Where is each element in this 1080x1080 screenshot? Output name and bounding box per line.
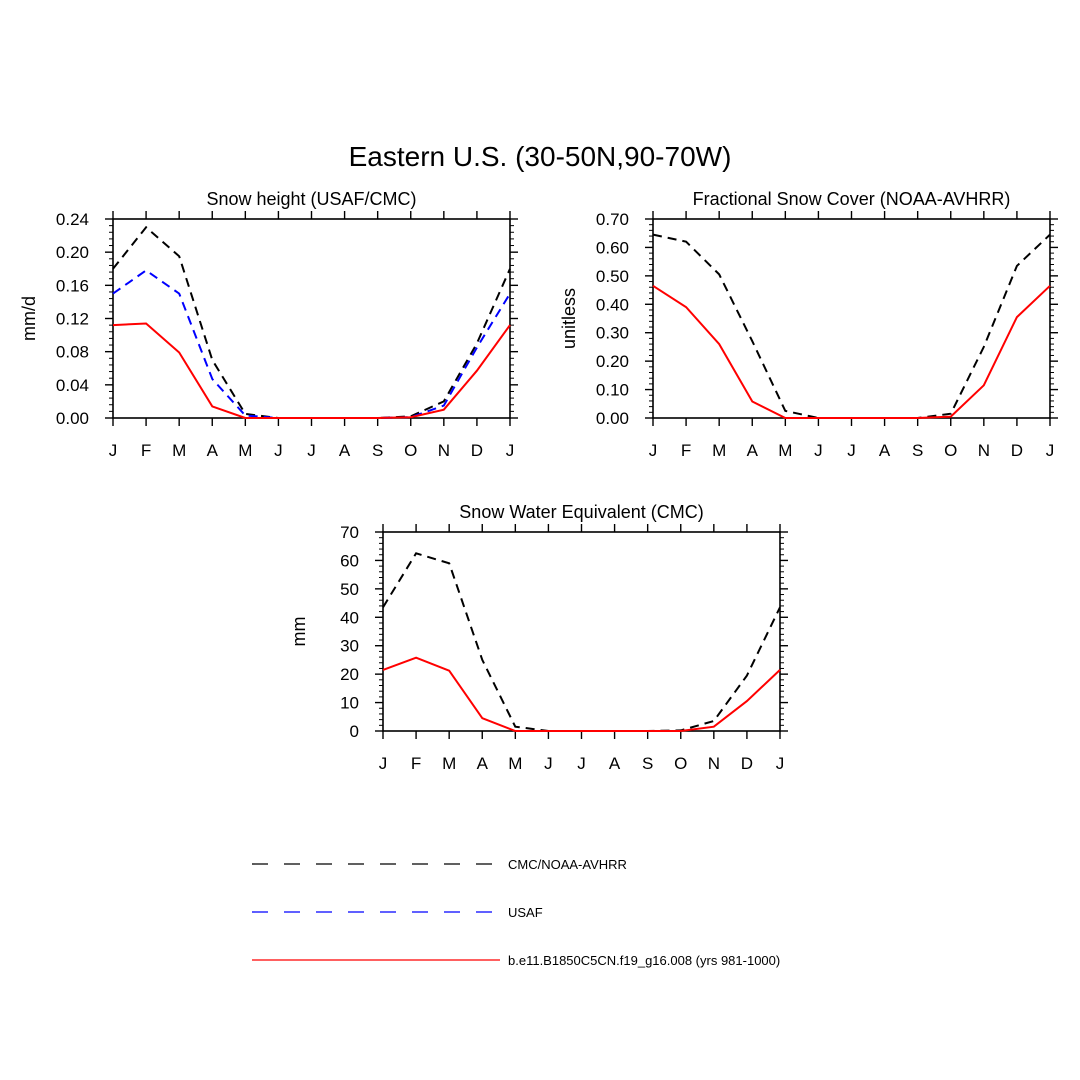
- swe-x-tick-label: J: [776, 754, 785, 773]
- snow-height-x-tick-label: J: [307, 441, 316, 460]
- legend: CMC/NOAA-AVHRR USAF b.e11.B1850C5CN.f19_…: [252, 857, 780, 968]
- snow-cover-plot-frame: [652, 218, 1051, 419]
- snow-cover-y-tick-label: 0.30: [596, 324, 629, 343]
- snow-cover-x-tick-label: S: [912, 441, 923, 460]
- swe-x-tick-label: F: [411, 754, 421, 773]
- snow-height-x-tick-label: S: [372, 441, 383, 460]
- snow-cover-x-tick-label: J: [847, 441, 856, 460]
- snow-cover-y-tick-label: 0.40: [596, 295, 629, 314]
- snow-height-y-tick-label: 0.20: [56, 243, 89, 262]
- snow-height-y-tick-label: 0.24: [56, 210, 89, 229]
- figure-title: Eastern U.S. (30-50N,90-70W): [349, 141, 732, 172]
- snow-height-y-tick-label: 0.04: [56, 376, 89, 395]
- snow-height-x-tick-label: A: [339, 441, 351, 460]
- snow-height-series-line-model: [112, 322, 511, 419]
- snow-height-x-tick-label: J: [506, 441, 515, 460]
- snow-cover-x-tick-label: J: [814, 441, 823, 460]
- snow-cover-series-line-cmc: [652, 233, 1051, 419]
- swe-x-tick-label: S: [642, 754, 653, 773]
- snow-height-x-tick-label: M: [172, 441, 186, 460]
- swe-y-tick-label: 10: [340, 694, 359, 713]
- snow-cover-x-tick-label: A: [747, 441, 759, 460]
- snow-cover-series-line-model: [652, 284, 1051, 419]
- snow-height-x-tick-label: F: [141, 441, 151, 460]
- swe-y-tick-label: 70: [340, 523, 359, 542]
- swe-x-tick-label: M: [442, 754, 456, 773]
- snow-cover-y-tick-label: 0.00: [596, 409, 629, 428]
- snow-height-y-axis-label: mm/d: [19, 296, 39, 341]
- snow-cover-y-tick-label: 0.10: [596, 381, 629, 400]
- swe-x-tick-label: M: [508, 754, 522, 773]
- snow-height-x-tick-label: J: [274, 441, 283, 460]
- snow-cover-x-tick-label: N: [978, 441, 990, 460]
- snow-cover-x-tick-label: M: [712, 441, 726, 460]
- snow-height-x-tick-label: J: [109, 441, 118, 460]
- snow-cover-y-tick-label: 0.50: [596, 267, 629, 286]
- panel-fractional-snow-cover: Fractional Snow Cover (NOAA-AVHRR)J F M A M J…: [559, 189, 1058, 460]
- swe-x-tick-label: A: [609, 754, 621, 773]
- snow-cover-x-tick-label: O: [944, 441, 957, 460]
- swe-y-tick-label: 40: [340, 608, 359, 627]
- swe-series-line-model: [382, 656, 781, 732]
- snow-height-x-tick-label: O: [404, 441, 417, 460]
- legend-label-model: b.e11.B1850C5CN.f19_g16.008 (yrs 981-100…: [508, 953, 780, 968]
- snow-height-series-line-cmc: [112, 225, 511, 419]
- snow-height-x-tick-label: D: [471, 441, 483, 460]
- snow-cover-x-tick-label: M: [778, 441, 792, 460]
- swe-x-tick-label: O: [674, 754, 687, 773]
- snow-cover-x-tick-label: J: [649, 441, 658, 460]
- snow-cover-x-tick-label: A: [879, 441, 891, 460]
- snow-height-y-tick-label: 0.16: [56, 276, 89, 295]
- panel-snow-height: Snow height (USAF/CMC)J F M A M J J A S O N D J0.000…: [19, 189, 518, 460]
- swe-y-tick-label: 50: [340, 580, 359, 599]
- snow-height-y-tick-label: 0.08: [56, 343, 89, 362]
- swe-x-tick-label: J: [379, 754, 388, 773]
- swe-series-line-cmc: [382, 552, 781, 732]
- snow-cover-title: Fractional Snow Cover (NOAA-AVHRR): [693, 189, 1011, 209]
- swe-y-axis-label: mm: [289, 617, 309, 647]
- snow-height-series-line-usaf: [112, 269, 511, 419]
- snow-height-x-tick-label: A: [207, 441, 219, 460]
- snow-height-x-tick-label: N: [438, 441, 450, 460]
- swe-x-tick-label: J: [544, 754, 553, 773]
- swe-y-tick-label: 0: [350, 722, 359, 741]
- swe-y-tick-label: 60: [340, 551, 359, 570]
- swe-y-tick-label: 30: [340, 637, 359, 656]
- swe-y-tick-label: 20: [340, 665, 359, 684]
- snow-height-y-tick-label: 0.12: [56, 310, 89, 329]
- snow-height-x-tick-label: M: [238, 441, 252, 460]
- legend-label-cmc: CMC/NOAA-AVHRR: [508, 857, 627, 872]
- snow-cover-y-tick-label: 0.70: [596, 210, 629, 229]
- snow-cover-y-axis-label: unitless: [559, 288, 579, 349]
- snow-height-title: Snow height (USAF/CMC): [206, 189, 416, 209]
- legend-label-usaf: USAF: [508, 905, 543, 920]
- swe-title: Snow Water Equivalent (CMC): [459, 502, 703, 522]
- swe-x-tick-label: N: [708, 754, 720, 773]
- snow-cover-x-tick-label: F: [681, 441, 691, 460]
- snow-cover-y-tick-label: 0.20: [596, 352, 629, 371]
- snow-height-y-tick-label: 0.00: [56, 409, 89, 428]
- snow-cover-y-tick-label: 0.60: [596, 238, 629, 257]
- panel-snow-water-equivalent: Snow Water Equivalent (CMC)J F M A M J J A S O N D J…: [289, 502, 788, 773]
- swe-x-tick-label: D: [741, 754, 753, 773]
- swe-x-tick-label: J: [577, 754, 586, 773]
- snow-cover-x-tick-label: D: [1011, 441, 1023, 460]
- swe-x-tick-label: A: [477, 754, 489, 773]
- snow-cover-x-tick-label: J: [1046, 441, 1055, 460]
